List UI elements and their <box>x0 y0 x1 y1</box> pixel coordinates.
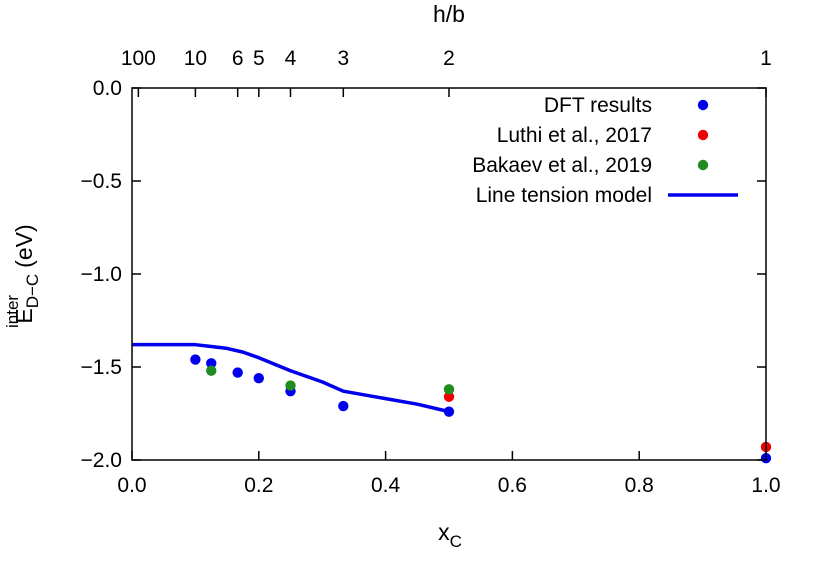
data-point-series-0 <box>338 400 349 412</box>
legend-marker <box>697 99 709 111</box>
data-point-series-1 <box>443 391 455 402</box>
top-tick-label: 6 <box>232 47 244 70</box>
top-tick-label: 10 <box>184 47 207 70</box>
top-tick-label: 2 <box>443 47 455 70</box>
data-point-series-0 <box>443 406 455 417</box>
plot-frame <box>131 87 767 461</box>
y-tick-label: −1.5 <box>81 356 122 379</box>
x-tick-label: 1.0 <box>751 474 780 497</box>
y-axis-label-subscript: D−C <box>23 274 42 308</box>
y-axis-label-superscript: inter <box>3 295 22 328</box>
svg-text:ED−C(eV): ED−C (eV) <box>11 224 42 323</box>
y-tick-label: 0.0 <box>93 77 122 100</box>
data-point-series-0 <box>190 354 201 365</box>
y-axis-label-unit: (eV) <box>11 224 37 267</box>
x-tick-label: 0.2 <box>244 474 273 497</box>
data-point-series-0 <box>253 372 264 384</box>
y-axis-label: ED−C (eV) inter <box>3 224 42 328</box>
data-point-series-2 <box>206 365 217 376</box>
y-tick-label: −1.0 <box>81 263 122 286</box>
x-tick-label: 0.8 <box>625 474 654 497</box>
data-point-series-2 <box>285 380 296 391</box>
legend: DFT results Luthi et al., 2017 Bakaev et a… <box>472 94 738 207</box>
legend-marker <box>697 159 709 171</box>
tick-marks <box>131 87 767 461</box>
x-tick-label: 0.0 <box>117 474 146 497</box>
top-tick-label: 1 <box>760 47 772 70</box>
x-axis-label-main: x <box>438 519 450 545</box>
legend-label: Luthi et al., 2017 <box>497 124 652 147</box>
legend-label: DFT results <box>544 94 652 117</box>
top-tick-label: 5 <box>253 47 265 70</box>
x-axis-label: xC <box>438 519 462 551</box>
y-tick-label: −2.0 <box>81 449 122 472</box>
data-point-series-2 <box>443 384 455 395</box>
top-tick-label: 100 <box>121 47 156 70</box>
legend-label: Line tension model <box>476 184 652 207</box>
legend-label: Bakaev et al., 2019 <box>472 154 652 177</box>
x-axis-label-subscript: C <box>450 532 462 551</box>
top-tick-label: 3 <box>337 47 349 70</box>
plot-marks <box>132 342 772 464</box>
data-point-series-0 <box>206 358 217 369</box>
line-tension-model-line <box>132 342 450 414</box>
y-tick-label: −0.5 <box>81 170 122 193</box>
x-tick-label: 0.6 <box>498 474 527 497</box>
x-tick-label: 0.4 <box>371 474 401 497</box>
top-axis-label: h/b <box>433 1 465 27</box>
tick-labels: 0.0 0.2 0.4 0.6 0.8 1.0 0.0 −0.5 −1.0 −1.5 −2.0 100… <box>81 47 781 497</box>
legend-marker <box>697 129 709 141</box>
y-axis-label-main: E <box>11 308 37 323</box>
data-point-series-0 <box>232 367 243 378</box>
top-tick-label: 4 <box>285 47 297 70</box>
